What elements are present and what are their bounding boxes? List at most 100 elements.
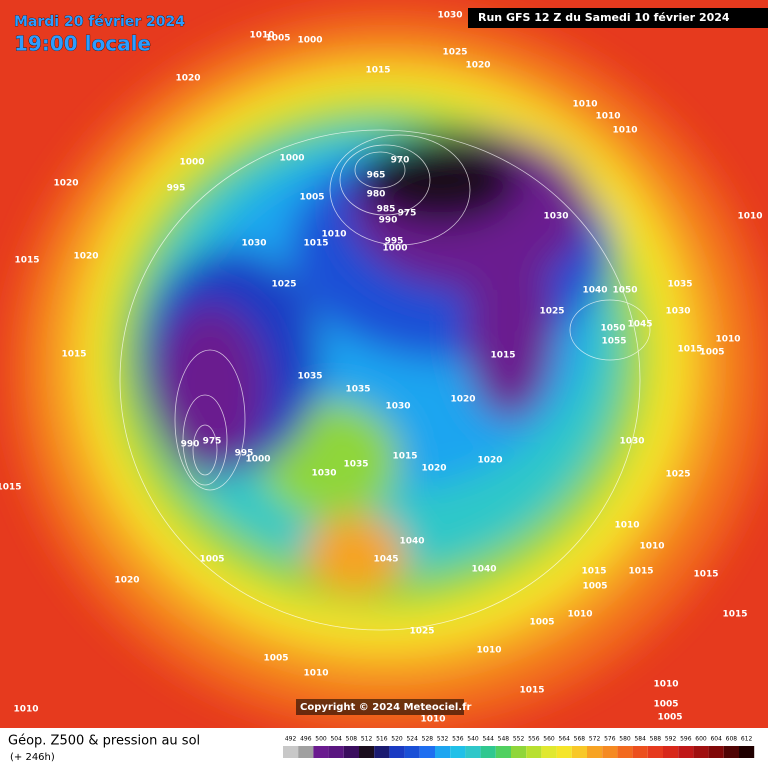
isobar-label: 1050 (600, 324, 625, 334)
colorbar-tick-label: 532 (437, 736, 449, 743)
isobar-label: 1010 (321, 230, 346, 240)
isobar-label: 965 (367, 171, 386, 181)
isobar-label: 1040 (399, 537, 424, 547)
isobar-label: 975 (203, 437, 222, 447)
colorbar-swatch (678, 746, 694, 758)
isobar-label: 1045 (627, 320, 652, 330)
isobar-label: 1015 (677, 345, 702, 355)
isobar-label: 995 (167, 184, 186, 194)
isobar-label: 990 (181, 440, 200, 450)
isobar-label: 1000 (279, 154, 304, 164)
isobar-label: 1010 (715, 335, 740, 345)
colorbar-swatch (723, 746, 739, 758)
isobar-label: 1005 (199, 555, 224, 565)
colorbar-tick-label: 576 (604, 736, 616, 743)
colorbar-swatch (480, 746, 496, 758)
colorbar-tick-label: 508 (346, 736, 358, 743)
colorbar-tick-label: 516 (376, 736, 388, 743)
isobar-label: 1000 (245, 455, 270, 465)
colorbar-tick-label: 560 (543, 736, 555, 743)
colorbar: 492 496 500 504 508 512 516 520 524 528 532 536 540 5… (283, 736, 755, 758)
colorbar-tick-label: 540 (467, 736, 479, 743)
run-info: Run GFS 12 Z du Samedi 10 février 2024 (478, 11, 730, 24)
colorbar-swatch (587, 746, 603, 758)
colorbar-swatch (602, 746, 618, 758)
isobar-label: 1015 (490, 351, 515, 361)
isobar-labels: 1030 1010 1005 1000 1025 1015 1020 1020 1010 1010… (0, 11, 763, 725)
isobar-label: 1020 (465, 61, 490, 71)
colorbar-swatch (739, 746, 755, 758)
run-box (468, 8, 768, 28)
isobar-label: 1030 (241, 239, 266, 249)
isobar-label: 1035 (343, 460, 368, 470)
colorbar-swatch (495, 746, 511, 758)
colorbar-swatch (404, 746, 420, 758)
isobar-label: 1020 (477, 456, 502, 466)
isobar-label: 1030 (385, 402, 410, 412)
isobar-label: 1035 (345, 385, 370, 395)
colorbar-swatch (313, 746, 329, 758)
colorbar-tick-label: 500 (315, 736, 327, 743)
colorbar-tick-label: 520 (391, 736, 403, 743)
colorbar-swatch (556, 746, 572, 758)
colorbar-swatch (541, 746, 557, 758)
colorbar-tick-label: 608 (726, 736, 738, 743)
isobar-label: 1025 (539, 307, 564, 317)
colorbar-swatch (571, 746, 587, 758)
colorbar-tick-label: 592 (665, 736, 677, 743)
isobar-label: 1025 (409, 627, 434, 637)
colorbar-tick-label: 524 (406, 736, 418, 743)
isobar-label: 1035 (297, 372, 322, 382)
isobar-label: 1015 (0, 483, 22, 493)
colorbar-swatch (526, 746, 542, 758)
isobar-label: 1015 (392, 452, 417, 462)
colorbar-swatch (419, 746, 435, 758)
isobar-label: 1015 (722, 610, 747, 620)
isobar-label: 1010 (420, 715, 445, 725)
colorbar-tick-label: 512 (361, 736, 373, 743)
isobar-label: 1030 (543, 212, 568, 222)
colorbar-tick-label: 572 (589, 736, 601, 743)
isobar-label: 1005 (657, 713, 682, 723)
isobar-label: 1010 (249, 31, 274, 41)
isobar-label: 1025 (271, 280, 296, 290)
colorbar-swatch (450, 746, 466, 758)
colorbar-tick-label: 612 (741, 736, 753, 743)
colorbar-tick-label: 588 (650, 736, 662, 743)
isobar-label: 1005 (582, 582, 607, 592)
isobar-label: 1015 (693, 570, 718, 580)
colorbar-tick-label: 544 (482, 736, 494, 743)
colorbar-swatch (283, 746, 299, 758)
colorbar-swatch (328, 746, 344, 758)
isobar-label: 1010 (572, 100, 597, 110)
isobar-label: 1015 (14, 256, 39, 266)
colorbar-swatch (343, 746, 359, 758)
colorbar-tick-label: 580 (619, 736, 631, 743)
colorbar-tick-label: 600 (695, 736, 707, 743)
colorbar-swatch (693, 746, 709, 758)
isobar-label: 1020 (114, 576, 139, 586)
footer-title: Géop. Z500 & pression au sol (8, 734, 200, 749)
isobar-label: 1040 (471, 565, 496, 575)
isobar-label: 970 (391, 156, 410, 166)
lead-time: (+ 246h) (10, 752, 55, 763)
isobar-label: 1020 (421, 464, 446, 474)
isobar-label: 990 (379, 216, 398, 226)
colorbar-swatch (389, 746, 405, 758)
isobar-label: 1015 (519, 686, 544, 696)
colorbar-tick-label: 552 (513, 736, 525, 743)
date: Mardi 20 février 2024 (14, 14, 185, 30)
isobar-label: 1055 (601, 337, 626, 347)
isobar-label: 1005 (299, 193, 324, 203)
isobar-label: 1035 (667, 280, 692, 290)
colorbar-swatch (511, 746, 527, 758)
colorbar-tick-label: 604 (710, 736, 722, 743)
isobar-label: 1010 (612, 126, 637, 136)
isobar-label: 1030 (437, 11, 462, 21)
isobar-label: 1030 (665, 307, 690, 317)
colorbar-tick-label: 548 (498, 736, 510, 743)
isobar-label: 1010 (595, 112, 620, 122)
isobar-label: 1010 (476, 646, 501, 656)
isobar-label: 985 (377, 205, 396, 215)
